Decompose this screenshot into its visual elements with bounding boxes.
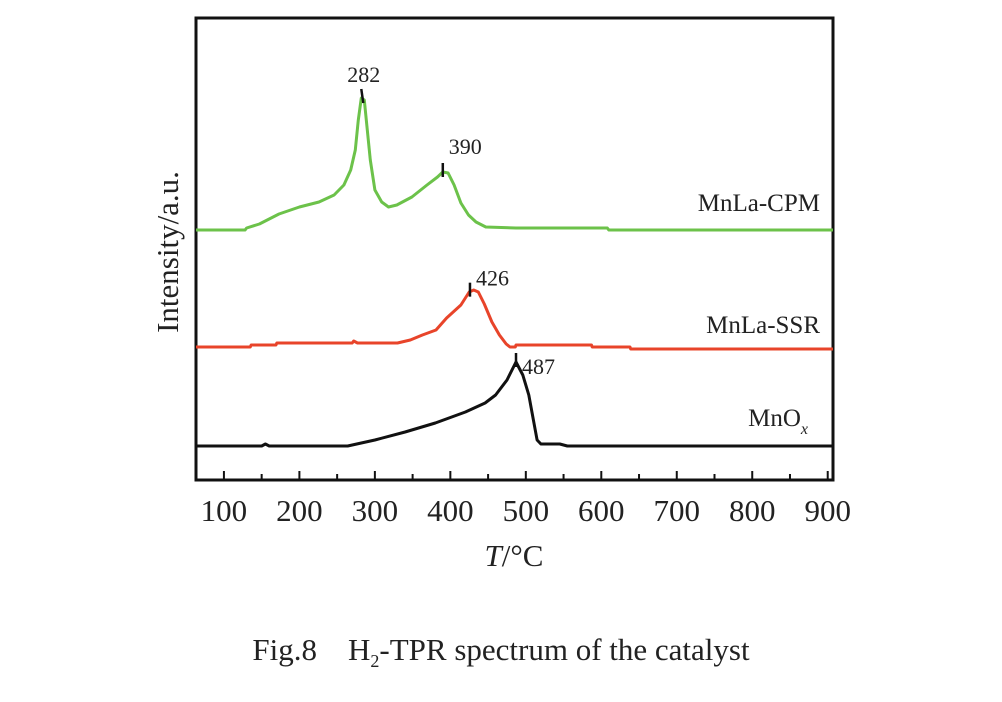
x-tick-label: 300 — [352, 493, 399, 528]
series-label-mnla-ssr: MnLa-SSR — [706, 312, 820, 339]
x-tick-label: 200 — [276, 493, 323, 528]
x-tick-label: 900 — [804, 493, 851, 528]
x-ticks: 100 200 300 400 500 600 700 800 900 — [201, 471, 851, 528]
series-line-mnla-cpm — [196, 96, 833, 232]
figure-caption: Fig.8 H2-TPR spectrum of the catalyst — [0, 632, 1002, 672]
figure-number: Fig.8 — [252, 632, 318, 667]
series-label-mnox-base: MnO — [748, 405, 801, 432]
peak-marker — [360, 88, 365, 104]
x-tick-label: 600 — [578, 493, 625, 528]
series-line-mnox — [196, 360, 833, 448]
caption-text: -TPR spectrum of the catalyst — [379, 632, 750, 667]
y-axis-title: Intensity/a.u. — [150, 171, 185, 333]
x-tick-label: 800 — [729, 493, 776, 528]
x-tick-label: 700 — [654, 493, 701, 528]
series-label-mnla-cpm: MnLa-CPM — [698, 190, 820, 217]
x-axis-title-unit: /°C — [502, 538, 544, 573]
plot-frame — [194, 16, 835, 482]
series-label-mnox-sub: x — [800, 421, 808, 438]
series-line-mnla-ssr — [196, 288, 833, 351]
peak-annotations: 282 390 426 487 — [347, 62, 555, 379]
caption-subscript: 2 — [370, 651, 380, 672]
series-layer — [196, 96, 833, 448]
series-label-mnox: MnOx — [748, 405, 808, 438]
x-axis-title: T/°C — [485, 538, 544, 573]
peak-label: 487 — [522, 354, 555, 379]
peak-label: 282 — [347, 62, 380, 87]
x-tick-label: 500 — [503, 493, 550, 528]
x-tick-label: 400 — [427, 493, 474, 528]
x-axis-title-var: T — [485, 538, 505, 573]
peak-label: 426 — [476, 266, 509, 291]
caption-h: H — [348, 632, 371, 667]
peak-label: 390 — [449, 134, 482, 159]
x-tick-label: 100 — [201, 493, 248, 528]
